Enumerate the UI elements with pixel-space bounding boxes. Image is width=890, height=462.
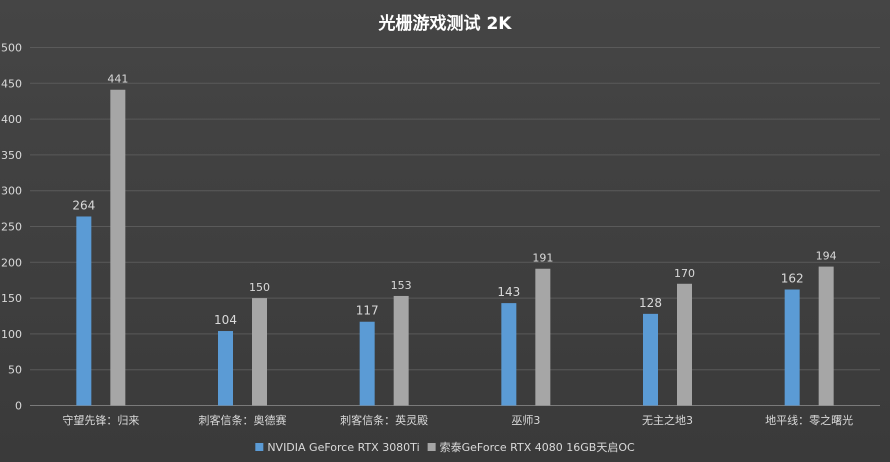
bar (218, 331, 233, 406)
data-label: 128 (639, 296, 662, 310)
x-tick-label: 刺客信条：奥德赛 (199, 413, 287, 427)
y-tick-label: 0 (15, 400, 22, 413)
y-tick-label: 200 (1, 256, 22, 269)
chart-title: 光栅游戏测试 2K (378, 13, 513, 34)
bar (110, 89, 126, 406)
y-tick-label: 100 (1, 328, 22, 341)
x-tick-label: 守望先锋：归来 (62, 413, 139, 427)
y-tick-label: 150 (1, 292, 22, 305)
bar (818, 266, 834, 406)
y-tick-label: 350 (1, 149, 22, 162)
bar (393, 295, 409, 406)
legend-swatch (255, 443, 264, 451)
y-tick-label: 50 (8, 364, 22, 377)
y-tick-label: 450 (1, 77, 22, 90)
legend-label: NVIDIA GeForce RTX 3080Ti (267, 441, 419, 454)
x-tick-label: 无主之地3 (642, 413, 693, 427)
legend-label: 索泰GeForce RTX 4080 16GB天启OC (440, 440, 635, 454)
bar (76, 216, 92, 406)
legend-swatch (427, 443, 436, 451)
y-tick-label: 250 (1, 221, 22, 234)
data-label: 441 (107, 73, 128, 86)
bar (359, 321, 375, 406)
data-label: 104 (214, 313, 237, 327)
bar (252, 298, 267, 406)
x-tick-label: 刺客信条：英灵殿 (340, 413, 428, 427)
x-tick-label: 巫师3 (511, 414, 540, 427)
bar (501, 303, 517, 406)
y-tick-label: 500 (1, 42, 22, 55)
data-label: 117 (356, 304, 379, 318)
data-label: 264 (72, 198, 95, 212)
bar (784, 289, 800, 406)
data-label: 150 (249, 281, 270, 294)
bar (535, 268, 551, 406)
data-label: 162 (781, 272, 804, 286)
data-label: 170 (674, 267, 695, 280)
bar (643, 313, 658, 406)
y-tick-label: 400 (1, 113, 22, 126)
data-label: 191 (532, 252, 553, 265)
data-label: 194 (816, 250, 837, 263)
data-label: 143 (497, 285, 520, 299)
x-tick-label: 地平线：零之曙光 (765, 413, 853, 427)
bar (677, 283, 692, 406)
data-label: 153 (391, 279, 412, 292)
y-tick-label: 300 (1, 185, 22, 198)
